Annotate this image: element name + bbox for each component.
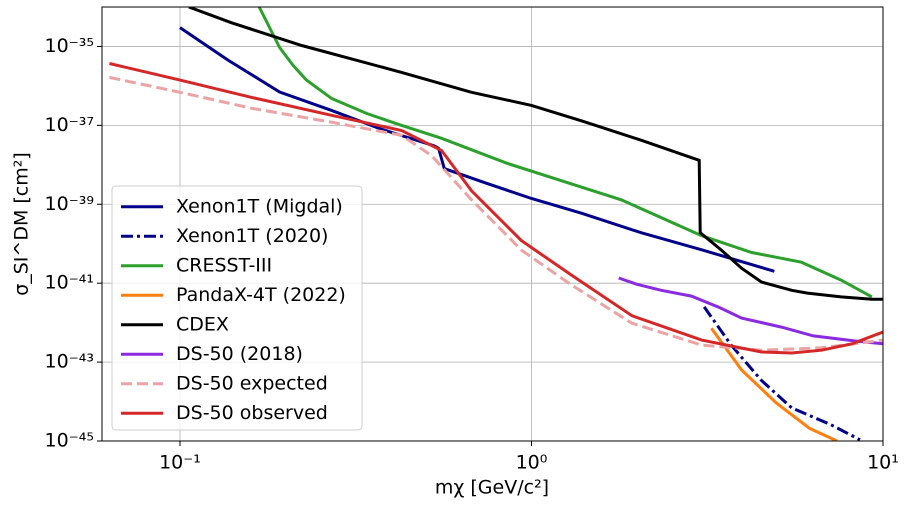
legend-label: DS-50 observed <box>176 402 328 424</box>
legend-label: CDEX <box>176 313 229 335</box>
x-axis-label: mχ [GeV/c²] <box>435 477 549 499</box>
y-tick-label: 10⁻³⁹ <box>45 193 94 215</box>
series-line <box>188 7 883 301</box>
y-tick-label: 10⁻⁴³ <box>45 351 94 373</box>
series-line <box>179 26 775 273</box>
x-tick-label: 10⁰ <box>516 452 548 474</box>
legend: Xenon1T (Migdal) Xenon1T (2020) CRESST-III… <box>111 185 363 431</box>
x-tick-label: 10¹ <box>867 452 899 474</box>
legend-box <box>111 185 363 431</box>
legend-label: DS-50 expected <box>176 372 328 394</box>
y-tick-label: 10⁻³⁷ <box>45 114 94 136</box>
legend-label: PandaX-4T (2022) <box>176 284 346 306</box>
plot-frame <box>101 6 884 442</box>
legend-label: CRESST-III <box>176 254 272 276</box>
legend-label: DS-50 (2018) <box>176 343 303 365</box>
y-axis-label: σ_SI^DM [cm²] <box>11 152 33 296</box>
legend-label: Xenon1T (2020) <box>176 225 328 247</box>
y-tick-label: 10⁻⁴⁵ <box>45 430 94 452</box>
legend-label: Xenon1T (Migdal) <box>176 195 343 217</box>
series-line <box>109 62 883 355</box>
y-tick-label: 10⁻³⁵ <box>45 35 94 57</box>
ticks: 10⁻¹ 10⁰ 10¹ 10⁻⁴⁵ 10⁻⁴³ 10⁻⁴¹ 10⁻³⁹ 10⁻³⁷ 10⁻³⁵ <box>45 35 899 474</box>
x-tick-label: 10⁻¹ <box>159 452 201 474</box>
series-line <box>710 327 838 441</box>
plot-lines <box>109 7 883 441</box>
y-tick-label: 10⁻⁴¹ <box>45 272 94 294</box>
series-line <box>257 7 873 299</box>
series-line <box>618 276 883 346</box>
